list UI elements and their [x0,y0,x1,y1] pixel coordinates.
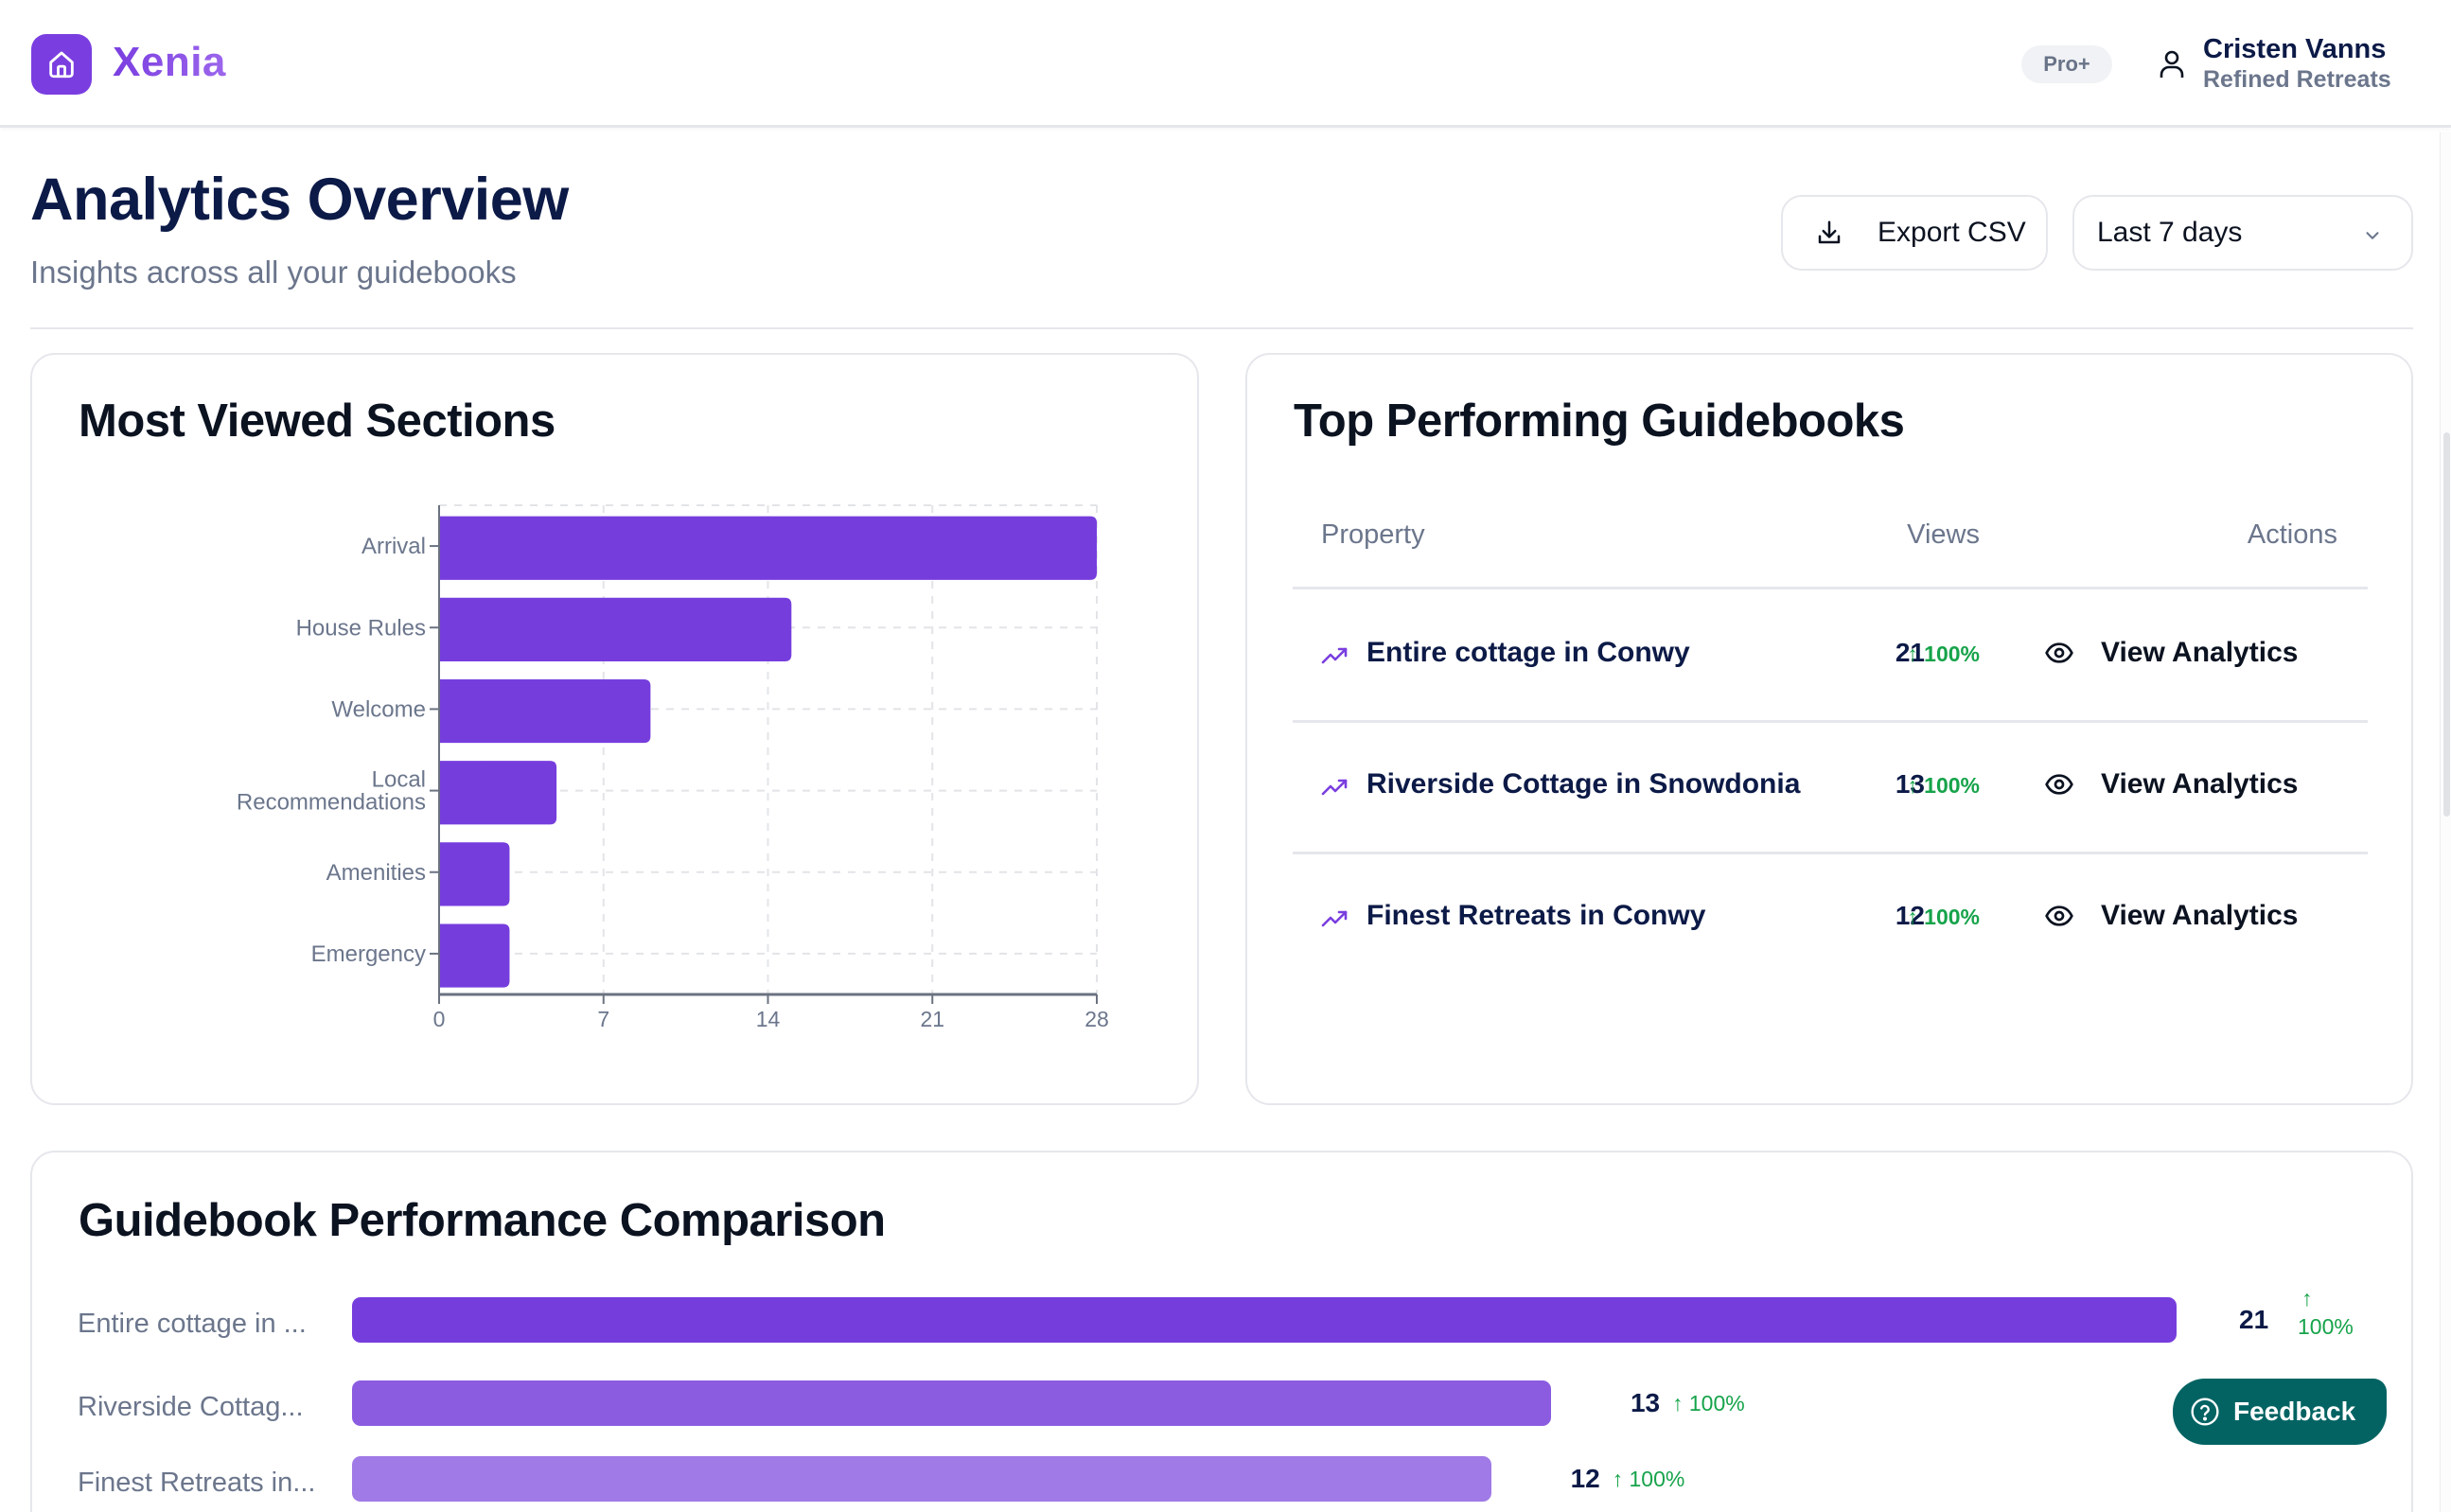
comparison-change: ↑ 100% [1672,1389,1745,1417]
column-header-actions: Actions [2247,519,2337,550]
card-title: Guidebook Performance Comparison [79,1195,886,1246]
comparison-change-value: 100% [2298,1314,2354,1339]
top-navigation-bar: Xenia Pro+ Cristen Vanns Refined Retreat… [0,0,2451,128]
x-tick-label: 0 [433,1007,446,1031]
arrow-up-icon: ↑ [1671,1391,1684,1415]
logo-tile[interactable] [31,34,92,95]
most-viewed-sections-card: Most Viewed Sections 0 7 14 21 28 Arrival Hous… [30,353,1199,1105]
table-row: Riverside Cottage in Snowdonia 13 ↑ 100% Vi… [1293,724,2368,854]
comparison-bar[interactable] [352,1297,2177,1343]
view-change: ↑ 100% [1907,773,1980,798]
y-tick-label: Local Recommendations [237,767,426,816]
download-icon [1818,220,1841,244]
view-analytics-button[interactable]: View Analytics [2044,889,2298,942]
view-change: ↑ 100% [1907,642,1980,666]
eye-icon [2045,774,2073,795]
house-icon [49,51,74,79]
arrow-up-icon: ↑ [2301,1286,2313,1310]
column-header-views: Views [1907,519,1980,550]
comparison-row: Riverside Cottag... 13 ↑ 100% [32,1380,2415,1437]
view-count: 21 [1895,638,1925,667]
view-analytics-label: View Analytics [2101,768,2299,800]
eye-icon [2045,642,2073,663]
comparison-bar[interactable] [352,1456,1491,1502]
guidebook-performance-comparison-card: Guidebook Performance Comparison Entire … [30,1151,2413,1512]
comparison-change: ↑ 100% [1613,1465,1685,1493]
arrow-up-icon: ↑ [1612,1467,1624,1491]
table-row: Entire cottage in Conwy 21 ↑ 100% View Anal… [1293,592,2368,723]
y-tick-label: Amenities [326,860,426,886]
most-viewed-sections-chart: 0 7 14 21 28 Arrival House Rules Welcome Local Re… [237,504,1109,1031]
date-range-select[interactable]: Last 7 days [2072,195,2413,271]
property-name[interactable]: Finest Retreats in Conwy [1367,900,1706,931]
feedback-button[interactable]: Feedback [2173,1379,2387,1445]
comparison-value: 12 [1570,1464,1600,1493]
comparison-change-value: 100% [1629,1467,1685,1491]
x-tick-label: 7 [597,1007,609,1031]
comparison-row: Finest Retreats in... 12 ↑ 100% [32,1456,2415,1512]
app-name[interactable]: Xenia [113,36,226,89]
property-name[interactable]: Riverside Cottage in Snowdonia [1367,768,1801,800]
chart-bar[interactable] [439,516,1097,580]
trending-up-icon [1321,910,1348,927]
table-header: Property Views Actions [1293,495,2368,589]
chart-bar[interactable] [439,678,651,744]
card-title: Top Performing Guidebooks [1294,396,1905,447]
chart-bar[interactable] [439,597,792,661]
comparison-label: Finest Retreats in... [78,1468,316,1498]
x-tick-label: 21 [920,1007,944,1031]
comparison-change: ↑ 100% [2298,1284,2364,1341]
trending-up-icon [1321,647,1348,664]
x-tick-label: 14 [756,1007,781,1031]
comparison-value: 13 [1630,1388,1661,1417]
comparison-row: Entire cottage in ... 21 ↑ 100% [32,1286,2415,1354]
user-organization: Refined Retreats [2203,66,2391,93]
comparison-value: 21 [2239,1305,2269,1334]
view-change: ↑ 100% [1907,905,1980,929]
property-name[interactable]: Entire cottage in Conwy [1367,637,1690,668]
top-performing-guidebooks-card: Top Performing Guidebooks Property Views… [1245,353,2413,1105]
plan-badge: Pro+ [2021,45,2112,83]
view-analytics-label: View Analytics [2101,900,2299,931]
comparison-change-value: 100% [1688,1391,1745,1415]
export-csv-button[interactable]: Export CSV [1781,195,2048,271]
page-title: Analytics Overview [30,167,569,233]
y-tick-label: Arrival [361,534,426,559]
eye-icon [2045,905,2073,926]
view-analytics-button[interactable]: View Analytics [2044,758,2298,811]
comparison-bar[interactable] [352,1380,1551,1426]
y-tick-label: Welcome [331,696,426,722]
view-count: 12 [1895,901,1925,930]
user-name[interactable]: Cristen Vanns [2203,34,2387,64]
page-subtitle: Insights across all your guidebooks [30,255,517,290]
export-csv-label: Export CSV [1878,217,2026,248]
view-analytics-button[interactable]: View Analytics [2044,626,2298,679]
user-icon[interactable] [2160,49,2184,79]
help-circle-icon [2191,1398,2219,1426]
page-divider [30,327,2413,329]
scrollbar-track[interactable] [2440,132,2451,1512]
view-analytics-label: View Analytics [2101,637,2299,668]
feedback-label: Feedback [2233,1397,2356,1426]
chart-bar[interactable] [439,923,510,988]
chart-bar[interactable] [439,842,510,906]
table-row: Finest Retreats in Conwy 12 ↑ 100% View Ana… [1293,855,2368,986]
view-count: 13 [1895,769,1925,799]
y-tick-label: Emergency [311,941,426,967]
x-tick-label: 28 [1084,1007,1109,1031]
column-header-property: Property [1321,519,1425,550]
scrollbar-thumb[interactable] [2443,432,2450,817]
y-tick-label: House Rules [296,615,426,641]
comparison-label: Entire cottage in ... [78,1309,307,1339]
comparison-label: Riverside Cottag... [78,1392,304,1422]
chevron-down-icon [2366,232,2379,239]
trending-up-icon [1321,779,1348,796]
chart-bar[interactable] [439,761,557,825]
date-range-value: Last 7 days [2097,217,2243,248]
card-title: Most Viewed Sections [79,396,555,447]
